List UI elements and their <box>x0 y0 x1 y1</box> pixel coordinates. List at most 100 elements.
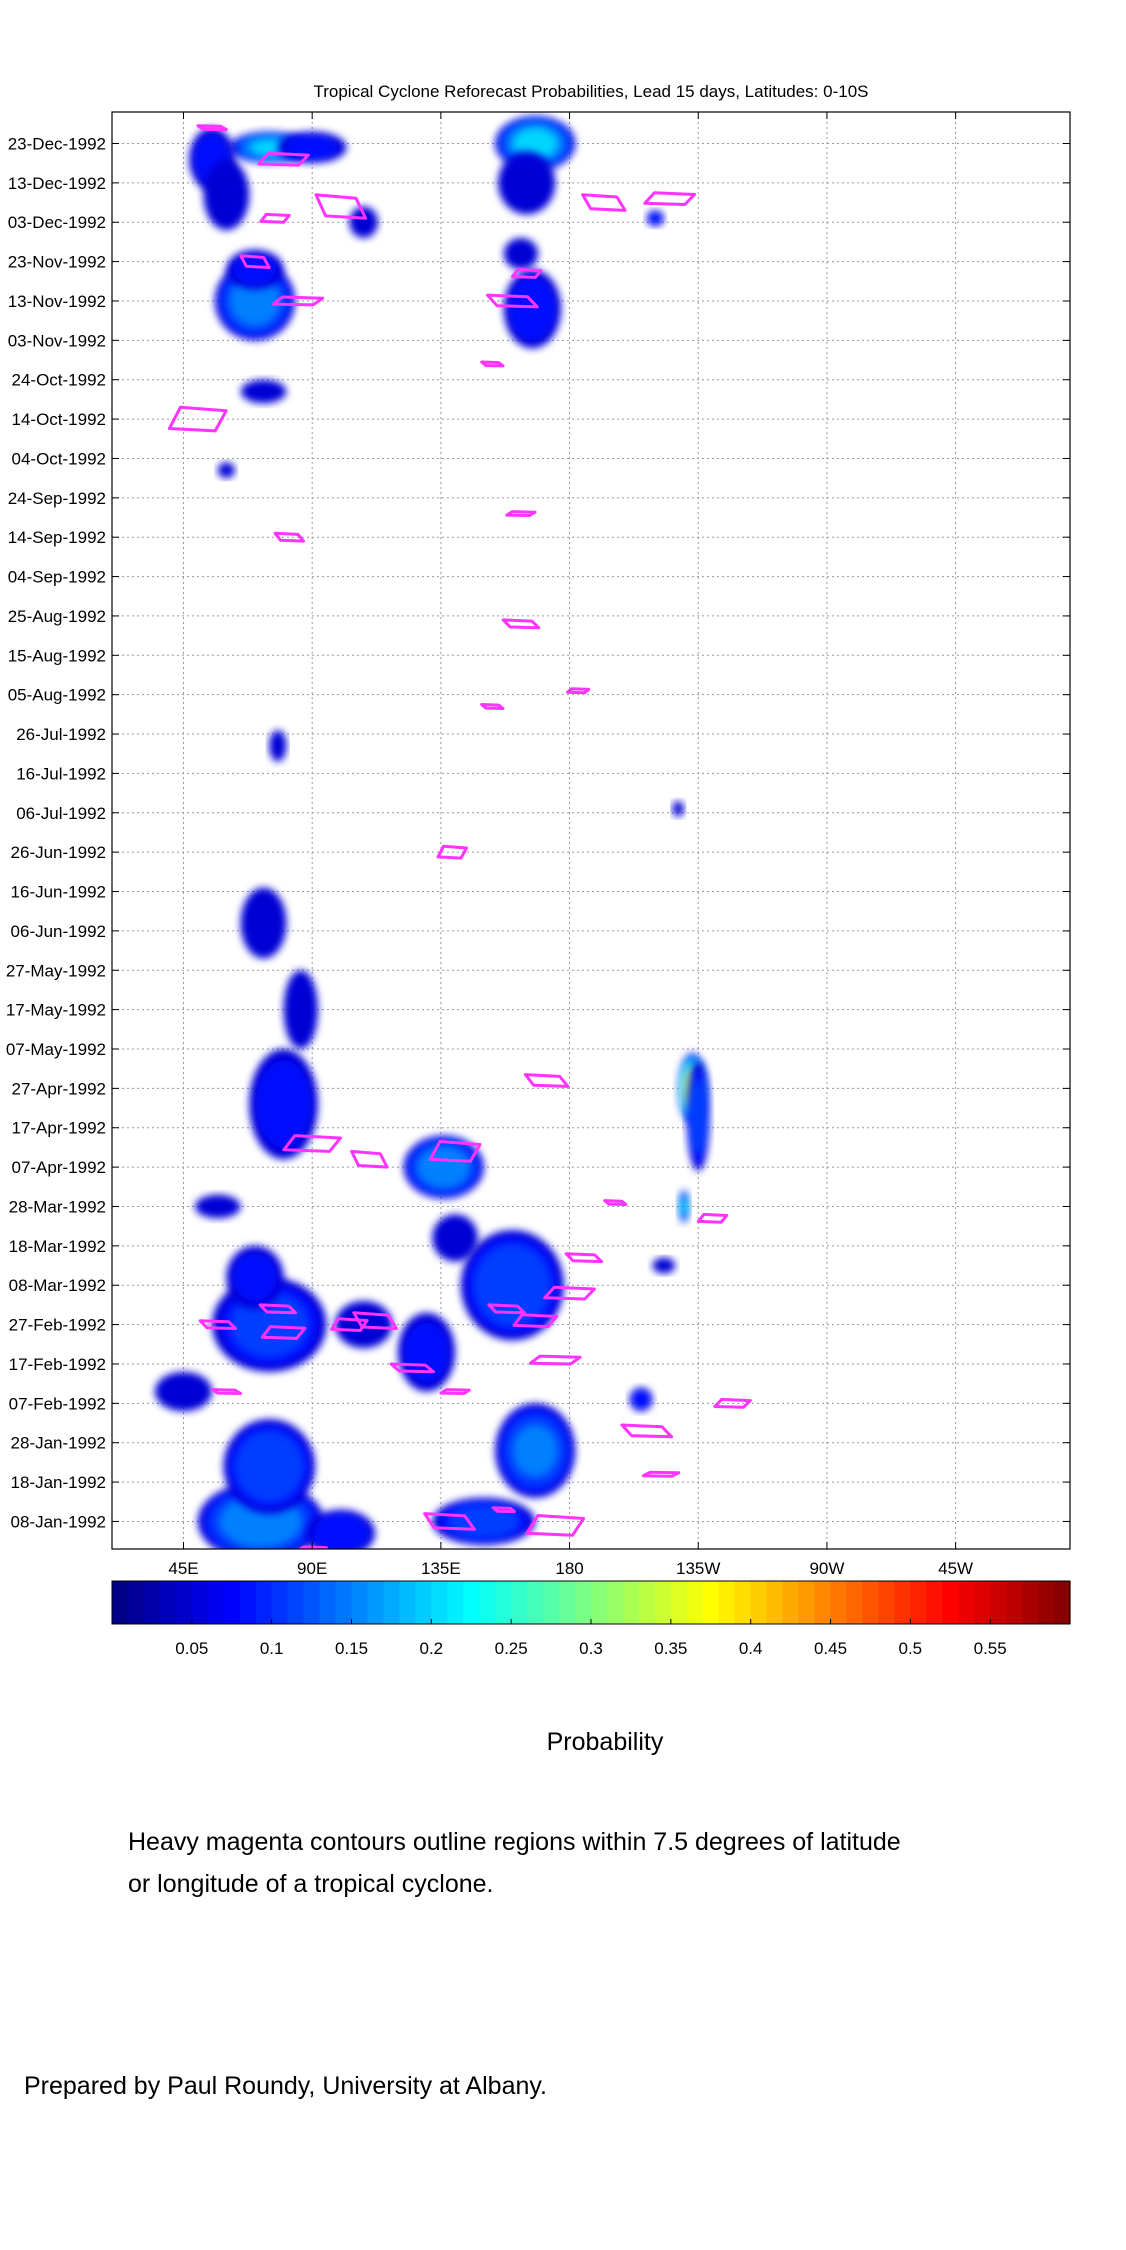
tc-contour <box>257 151 310 167</box>
colorbar-segment <box>622 1581 640 1624</box>
tc-contour <box>198 1319 237 1330</box>
tc-contour <box>620 1423 674 1439</box>
x-axis: 45E 90E 135E 180 135W 90W 45W <box>168 112 973 1578</box>
colorbar-tick-label: 0.35 <box>654 1639 687 1658</box>
colorbar-segment <box>399 1581 416 1624</box>
credit-line: Prepared by Paul Roundy, University at A… <box>24 2072 547 2100</box>
tc-contour <box>282 1134 342 1153</box>
tc-contour <box>167 405 228 433</box>
y-tick-label: 07-Feb-1992 <box>9 1394 106 1413</box>
colorbar-segment <box>990 1581 1007 1624</box>
y-tick-label: 06-Jun-1992 <box>11 922 106 941</box>
colorbar-segment <box>910 1581 927 1624</box>
probability-blob <box>203 159 250 231</box>
probability-field <box>154 115 710 1549</box>
tc-contour <box>564 1252 604 1264</box>
tc-contour <box>297 1545 328 1549</box>
probability-blob <box>269 730 287 762</box>
tc-contour <box>439 1388 471 1395</box>
y-tick-label: 17-May-1992 <box>6 1001 106 1020</box>
colorbar-segment <box>606 1581 624 1624</box>
tc-contour <box>581 193 627 212</box>
tc-contour <box>271 295 325 307</box>
colorbar-segment <box>798 1581 816 1624</box>
colorbar-segment <box>127 1581 145 1624</box>
colorbar-tick-label: 0.3 <box>579 1639 603 1658</box>
colorbar-segment <box>239 1581 257 1624</box>
colorbar-segment <box>670 1581 688 1624</box>
y-tick-label: 14-Sep-1992 <box>8 528 106 547</box>
probability-blob <box>460 1230 564 1341</box>
y-tick-label: 23-Nov-1992 <box>8 253 106 272</box>
colorbar-segment <box>702 1581 720 1624</box>
colorbar-segment <box>974 1581 991 1624</box>
colorbar-segment <box>335 1581 353 1624</box>
tc-contour <box>641 1470 681 1478</box>
tc-contour <box>486 293 539 309</box>
y-tick-label: 03-Nov-1992 <box>8 331 106 350</box>
probability-blob <box>672 800 684 817</box>
tc-contour <box>428 1140 482 1163</box>
probability-blob <box>686 1060 710 1172</box>
colorbar-tick-label: 0.15 <box>335 1639 368 1658</box>
probability-blob <box>495 1403 576 1498</box>
probability-blob <box>154 1371 213 1412</box>
y-tick-label: 28-Jan-1992 <box>11 1434 106 1453</box>
y-tick-label: 13-Dec-1992 <box>8 174 106 193</box>
tc-contour <box>423 1512 476 1531</box>
probability-blob <box>249 1049 318 1160</box>
colorbar-segment <box>878 1581 895 1624</box>
tc-contour <box>259 212 291 224</box>
y-tick-label: 18-Jan-1992 <box>11 1473 106 1492</box>
y-tick-label: 08-Jan-1992 <box>11 1512 106 1531</box>
x-tick-label: 180 <box>555 1559 583 1578</box>
probability-blob <box>652 1257 676 1274</box>
probability-blob <box>217 462 235 479</box>
y-tick-label: 17-Apr-1992 <box>11 1119 106 1138</box>
tc-contour <box>491 1506 516 1514</box>
y-tick-label: 28-Mar-1992 <box>9 1197 106 1216</box>
tc-contour <box>273 531 305 543</box>
colorbar-segment <box>750 1581 768 1624</box>
colorbar-tick-label: 0.45 <box>814 1639 847 1658</box>
colorbar-segment <box>303 1581 321 1624</box>
y-tick-label: 05-Aug-1992 <box>8 686 106 705</box>
probability-blob <box>240 887 287 959</box>
tc-contours <box>167 124 752 1549</box>
colorbar-segment <box>782 1581 800 1624</box>
probability-blob <box>194 1194 241 1219</box>
colorbar-segment <box>830 1581 848 1624</box>
probability-blob <box>503 269 561 349</box>
colorbar-segment <box>447 1581 464 1624</box>
tc-contour <box>352 1311 398 1330</box>
tc-contour <box>239 254 271 269</box>
colorbar-segment <box>814 1581 832 1624</box>
colorbar-segment <box>527 1581 544 1624</box>
colorbar-tick-label: 0.2 <box>420 1639 444 1658</box>
colorbar-segment <box>143 1581 161 1624</box>
colorbar-segment <box>1006 1581 1023 1624</box>
colorbar: 0.05 0.1 0.15 0.2 0.25 0.3 0.35 0.4 0.45 0.5 0.55 <box>111 1580 1071 1658</box>
probability-blob <box>223 1419 316 1514</box>
colorbar-tick-label: 0.55 <box>974 1639 1007 1658</box>
colorbar-segment <box>207 1581 225 1624</box>
tc-contour <box>436 844 468 860</box>
colorbar-segment <box>319 1581 337 1624</box>
tc-contour <box>314 193 368 220</box>
colorbar-segment <box>638 1581 656 1624</box>
probability-blob <box>432 1214 479 1262</box>
note-line-1: Heavy magenta contours outline regions w… <box>128 1828 901 1856</box>
colorbar-tick-label: 0.1 <box>260 1639 284 1658</box>
colorbar-segment <box>575 1581 592 1624</box>
y-tick-label: 06-Jul-1992 <box>16 804 106 823</box>
tc-contour <box>501 618 541 630</box>
colorbar-segment <box>846 1581 864 1624</box>
colorbar-segment <box>734 1581 752 1624</box>
tc-contour <box>480 360 505 368</box>
tc-contour <box>350 1149 389 1169</box>
probability-blob <box>432 1497 536 1546</box>
y-tick-label: 26-Jun-1992 <box>11 843 106 862</box>
y-tick-label: 17-Feb-1992 <box>9 1355 106 1374</box>
y-tick-label: 27-May-1992 <box>6 961 106 980</box>
tc-contour <box>603 1199 628 1206</box>
